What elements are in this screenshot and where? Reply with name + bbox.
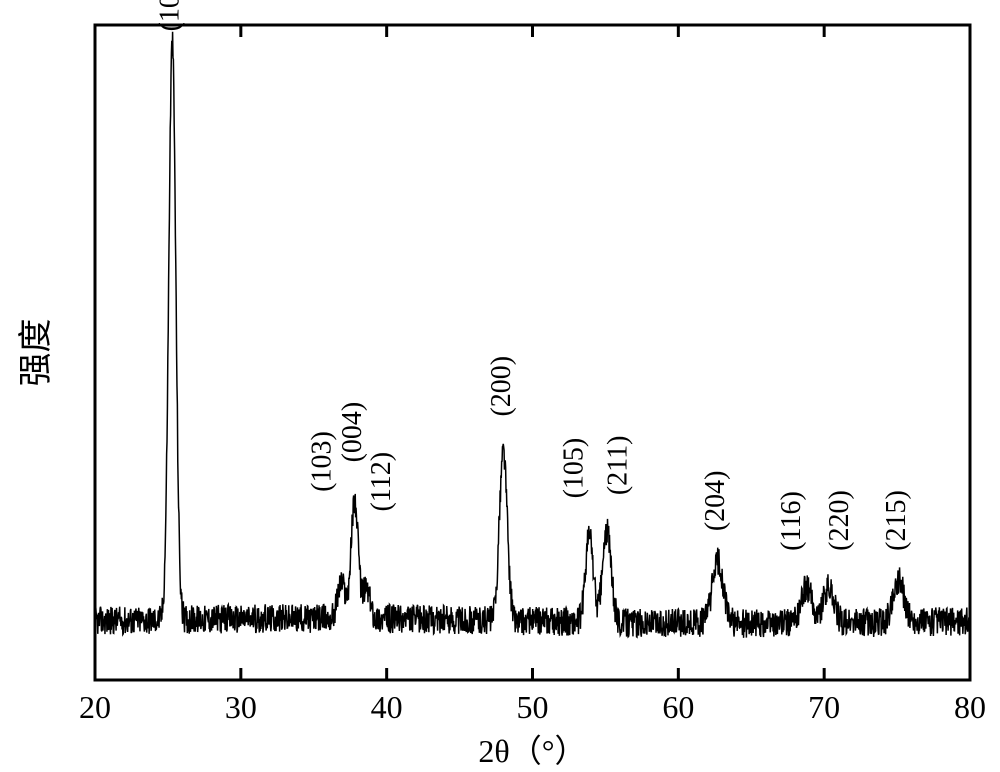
peak-label: (112)	[366, 452, 397, 512]
x-tick-label: 30	[225, 689, 257, 725]
x-tick-label: 70	[808, 689, 840, 725]
x-tick-label: 20	[79, 689, 111, 725]
x-tick-label: 50	[517, 689, 549, 725]
peak-label: (116)	[776, 491, 807, 551]
peak-label: (220)	[824, 490, 855, 551]
peak-label: (105)	[559, 438, 590, 499]
x-tick-label: 40	[371, 689, 403, 725]
x-tick-label: 80	[954, 689, 986, 725]
x-tick-label: 60	[662, 689, 694, 725]
peak-label: (103)	[306, 431, 337, 492]
peak-label: (211)	[602, 436, 633, 496]
peak-label: (101)	[155, 0, 186, 31]
x-axis-label: 2θ（°）	[478, 733, 586, 769]
xrd-chart: 20 30 40 50 60 70 80 2θ（°） 强度 (101) (103)(004)(112…	[0, 0, 1000, 772]
y-axis-label: 强度	[17, 319, 55, 387]
peak-label: (204)	[700, 471, 731, 532]
peak-label: (215)	[881, 490, 912, 551]
peak-label: (004)	[337, 402, 368, 463]
peak-label: (200)	[486, 356, 517, 417]
